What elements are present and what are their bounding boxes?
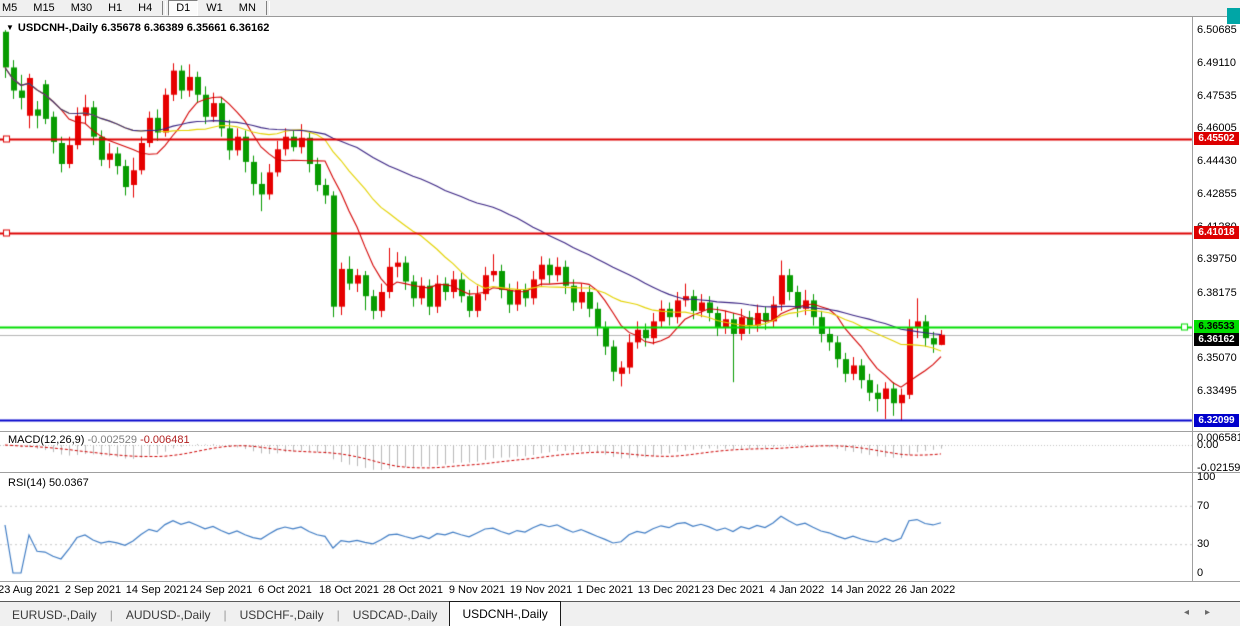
indicator-axis-tick: 30 [1197,538,1210,550]
timeframe-button-MN[interactable]: MN [238,2,256,14]
chart-canvas[interactable] [0,0,1240,601]
timeframe-button-D1[interactable]: D1 [168,0,199,16]
tab-separator: | [336,607,340,622]
ohlc-close: 6.36162 [229,22,270,34]
date-tick: 2 Sep 2021 [64,584,122,596]
current-price-badge: 6.36162 [1194,333,1239,346]
chart-title: ▼ USDCNH-,Daily 6.35678 6.36389 6.35661 6… [6,22,269,34]
level-badge: 6.36533 [1194,320,1239,333]
price-axis-separator [1192,17,1193,581]
price-tick: 6.33495 [1197,385,1237,397]
chart-bottom-border [0,581,1240,582]
ohlc-open: 6.35678 [101,22,141,34]
toolbar-separator [162,1,167,15]
timeframe-button-H4[interactable]: H4 [138,2,153,14]
pane-separator-macd[interactable] [0,431,1240,432]
date-tick: 13 Dec 2021 [637,584,701,596]
timeframe-button-H1[interactable]: H1 [108,2,123,14]
indicator-axis-tick: 70 [1197,500,1210,512]
date-tick: 4 Jan 2022 [769,584,825,596]
date-tick: 14 Jan 2022 [830,584,892,596]
timeframe-toolbar: M5 M15 M30 H1 H4 D1 W1 MN [0,0,1240,17]
price-tick: 6.35070 [1197,352,1237,364]
pane-separator-rsi[interactable] [0,472,1240,473]
indicator-axis-tick: 0.00 [1197,439,1219,451]
indicator-axis-tick: 0 [1197,567,1204,579]
price-tick: 6.42855 [1197,188,1237,200]
price-tick: 6.49110 [1197,57,1236,69]
rsi-value: 50.0367 [48,477,89,489]
date-tick: 9 Nov 2021 [448,584,506,596]
symbol-name: USDCNH-,Daily [17,22,98,34]
ohlc-low: 6.35661 [186,22,227,34]
tab-scroll-arrows[interactable]: ◂▸ [1183,607,1226,618]
date-tick: 14 Sep 2021 [125,584,189,596]
macd-signal-value: -0.006481 [140,434,190,446]
level-badge: 6.41018 [1194,226,1239,239]
level-badge: 6.45502 [1194,132,1239,145]
price-tick: 6.46005 [1197,122,1237,134]
price-tick: 6.39750 [1197,253,1237,265]
tab-usdchf[interactable]: USDCHF-,Daily [239,607,324,622]
date-tick: 28 Oct 2021 [383,584,443,596]
indicator-axis-tick: 0.006581 [1197,432,1240,444]
date-tick: 23 Aug 2021 [0,584,60,596]
indicator-axis-tick: 100 [1197,471,1216,483]
date-tick: 19 Nov 2021 [509,584,573,596]
rsi-label: RSI(14) 50.0367 [8,477,89,489]
date-tick: 23 Dec 2021 [701,584,765,596]
date-tick: 18 Oct 2021 [319,584,379,596]
toolbar-separator [265,1,270,15]
tab-audusd[interactable]: AUDUSD-,Daily [125,607,211,622]
timeframe-button-M15[interactable]: M15 [33,2,55,14]
price-tick: 6.50685 [1197,24,1237,36]
tab-separator: | [223,607,227,622]
ohlc-high: 6.36389 [143,22,184,34]
macd-label: MACD(12,26,9) -0.002529 -0.006481 [8,434,190,446]
tab-separator: | [109,607,113,622]
date-tick: 24 Sep 2021 [189,584,253,596]
level-badge: 6.32099 [1194,414,1239,427]
date-tick: 26 Jan 2022 [894,584,956,596]
date-tick: 6 Oct 2021 [258,584,312,596]
tab-usdcnh[interactable]: USDCNH-,Daily [449,601,561,626]
symbol-tab-bar: EURUSD-,Daily | AUDUSD-,Daily | USDCHF-,Dail… [0,601,1240,626]
timeframe-button-M30[interactable]: M30 [70,2,93,14]
indicator-axis-tick: -0.02159 [1197,462,1240,474]
corner-marker [1227,8,1240,24]
price-tick: 6.44430 [1197,155,1237,167]
chevron-down-icon[interactable]: ▼ [6,23,14,32]
macd-main-value: -0.002529 [87,434,138,446]
date-tick: 1 Dec 2021 [576,584,634,596]
price-tick: 6.38175 [1197,287,1237,299]
tab-usdcad[interactable]: USDCAD-,Daily [352,607,438,622]
timeframe-button-W1[interactable]: W1 [206,2,223,14]
timeframe-button-M5[interactable]: M5 [2,2,18,14]
tab-eurusd[interactable]: EURUSD-,Daily [12,607,97,622]
price-tick: 6.47535 [1197,90,1237,102]
